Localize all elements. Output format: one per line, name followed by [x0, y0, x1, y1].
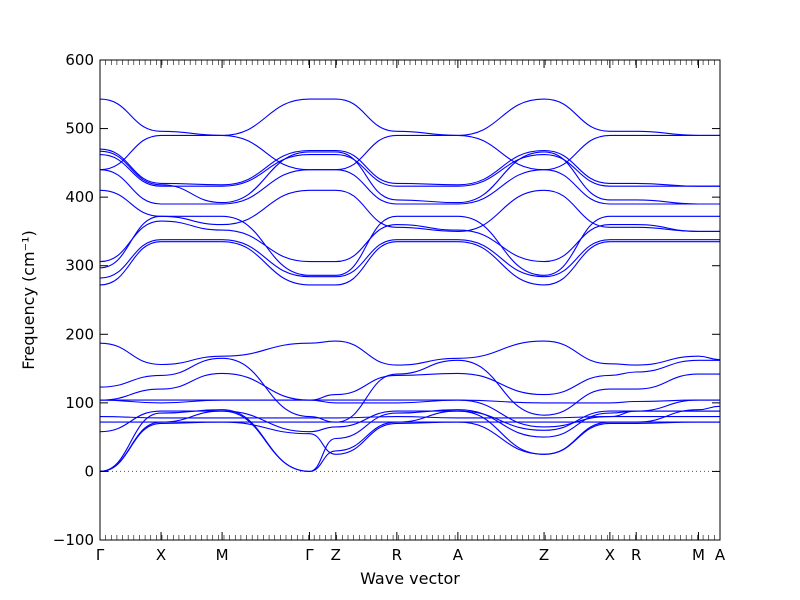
- x-tick-label: R: [631, 546, 641, 564]
- x-tick-label: Γ: [96, 546, 105, 564]
- band-curves: [99, 98, 721, 472]
- band-16: [99, 189, 720, 232]
- y-tick-label: 200: [65, 325, 94, 343]
- band-17: [99, 169, 720, 205]
- plot-area-background: [100, 60, 720, 540]
- x-tick-label: M: [216, 546, 229, 564]
- minor-ticks: [99, 60, 721, 540]
- band-6: [99, 416, 720, 419]
- x-tick-label: X: [156, 546, 166, 564]
- plot-frame: [99, 59, 721, 541]
- band-14: [99, 215, 720, 276]
- y-axis-label: Frequency (cm⁻¹): [19, 230, 38, 369]
- y-tick-label: 300: [65, 257, 94, 275]
- y-tick-label: −100: [53, 531, 94, 549]
- y-tick-label: 400: [65, 188, 94, 206]
- x-tick-label: A: [453, 546, 464, 564]
- x-tick-label: M: [692, 546, 705, 564]
- x-axis-label: Wave vector: [360, 569, 460, 588]
- x-tick-label: Z: [331, 546, 341, 564]
- band-11: [99, 340, 721, 366]
- band-18: [99, 154, 720, 187]
- band-19: [99, 148, 720, 187]
- y-tick-label: 600: [65, 51, 94, 69]
- band-15: [99, 220, 720, 263]
- band-9: [99, 357, 720, 423]
- y-tick-label: 100: [65, 394, 94, 412]
- band-8: [99, 399, 720, 428]
- x-tick-label: Γ: [305, 546, 314, 564]
- x-tick-label: Z: [539, 546, 549, 564]
- band-20: [99, 150, 720, 205]
- band-10: [99, 359, 720, 401]
- x-tick-label: R: [392, 546, 402, 564]
- x-tick-label: X: [605, 546, 615, 564]
- band-13: [99, 239, 720, 279]
- y-tick-label: 500: [65, 120, 94, 138]
- x-tick-label: A: [715, 546, 726, 564]
- y-axis-ticks: −100 0 100 200 300 400 500 600: [53, 51, 720, 549]
- y-tick-label: 0: [84, 462, 94, 480]
- band-22: [99, 134, 720, 171]
- band-12: [99, 241, 720, 286]
